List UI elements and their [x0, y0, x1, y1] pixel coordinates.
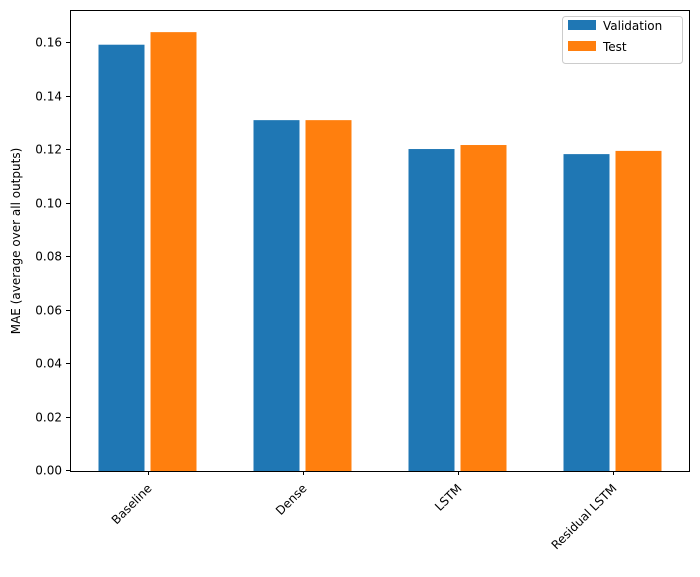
bars-group: [98, 32, 662, 472]
x-tick-label: Dense: [273, 481, 310, 518]
y-tick-label: 0.06: [35, 304, 62, 318]
bar-test-baseline: [150, 32, 197, 472]
y-tick-label: 0.16: [35, 36, 62, 50]
y-tick-label: 0.04: [35, 357, 62, 371]
bar-validation-residual-lstm: [563, 154, 610, 472]
bar-validation-baseline: [98, 44, 145, 472]
y-tick-label: 0.14: [35, 90, 62, 104]
y-tick-label: 0.08: [35, 250, 62, 264]
y-tick-label: 0.12: [35, 143, 62, 157]
bar-validation-dense: [253, 120, 300, 472]
bar-test-lstm: [460, 145, 507, 472]
legend: Validation Test: [562, 16, 683, 64]
legend-label-validation: Validation: [603, 19, 662, 33]
legend-label-test: Test: [602, 40, 627, 54]
bar-validation-lstm: [408, 149, 455, 472]
bar-test-dense: [305, 120, 352, 472]
y-axis-label: MAE (average over all outputs): [9, 148, 23, 335]
bar-test-residual-lstm: [615, 150, 662, 472]
x-tick-label: Residual LSTM: [549, 481, 620, 552]
y-tick-label: 0.02: [35, 411, 62, 425]
x-tick-label: Baseline: [109, 481, 155, 527]
legend-swatch-test: [568, 41, 596, 51]
x-axis: Baseline Dense LSTM Residual LSTM: [109, 471, 620, 552]
y-tick-label: 0.00: [35, 464, 62, 478]
plot-frame: [70, 10, 690, 472]
x-tick-label: LSTM: [432, 481, 465, 514]
y-axis: 0.00 0.02 0.04 0.06 0.08 0.10 0.12 0.14 0.16: [35, 36, 70, 478]
legend-swatch-validation: [568, 20, 596, 30]
y-tick-label: 0.10: [35, 197, 62, 211]
